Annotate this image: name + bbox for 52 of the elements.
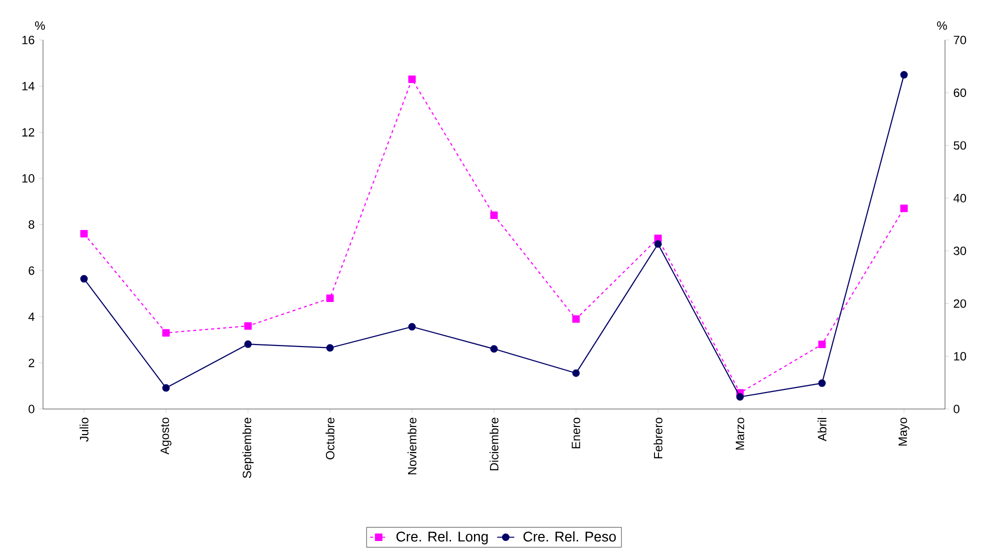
- y-tick-label: 8: [28, 220, 34, 229]
- y-axis-title: %: [35, 21, 45, 30]
- y-tick-label: 0: [28, 404, 34, 414]
- point: [162, 384, 170, 392]
- point: [654, 240, 662, 248]
- x-tick-label: Abril: [818, 418, 826, 442]
- y2-axis-title: %: [937, 21, 947, 30]
- y-tick-label: 12: [22, 128, 34, 136]
- y-tick-label: 10: [22, 174, 34, 183]
- legend-label: Cre. Rel. Long: [396, 531, 488, 544]
- y2-tick-label: 50: [954, 141, 966, 150]
- y2-tick-label: 60: [954, 88, 966, 97]
- point: [900, 71, 908, 79]
- y2-tick-label: 70: [954, 36, 966, 44]
- y-tick-label: 14: [22, 82, 34, 90]
- y-tick-label: 16: [22, 36, 34, 44]
- y2-tick-label: 10: [954, 352, 966, 361]
- y2-tick-label: 20: [954, 299, 966, 308]
- y2-tick-label: 40: [953, 194, 966, 202]
- point: [408, 323, 416, 331]
- x-tick-label: Marzo: [736, 418, 744, 450]
- point: [80, 275, 88, 283]
- x-tick-label: Octubre: [326, 418, 334, 460]
- point: [900, 204, 908, 212]
- point: [244, 322, 252, 330]
- x-tick-label: Diciembre: [490, 418, 498, 470]
- y-tick-label: 6: [28, 266, 34, 275]
- point: [572, 369, 580, 377]
- point: [490, 345, 498, 353]
- point: [736, 393, 744, 401]
- point: [818, 379, 826, 387]
- x-tick-label: Enero: [572, 418, 580, 448]
- x-tick-label: Julio: [80, 418, 88, 442]
- x-tick-label: Septiembre: [242, 418, 254, 478]
- point: [818, 340, 826, 348]
- point: [490, 212, 498, 220]
- point: [80, 230, 88, 238]
- point: [326, 294, 334, 302]
- y2-tick-label: 30: [954, 246, 966, 256]
- x-tick-label: Mayo: [898, 418, 910, 446]
- y-tick-label: 2: [28, 358, 34, 368]
- point: [408, 75, 416, 83]
- y-tick-label: 4: [28, 312, 34, 321]
- point: [162, 329, 170, 337]
- x-tick-label: Agosto: [160, 418, 172, 455]
- point: [572, 315, 580, 323]
- x-tick-label: Noviembre: [408, 418, 416, 474]
- legend-label: Cre. Rel. Peso: [524, 531, 616, 542]
- x-tick-label: Febrero: [654, 418, 662, 458]
- y2-tick-label: 0: [954, 404, 960, 414]
- point: [326, 344, 334, 352]
- point: [244, 340, 252, 348]
